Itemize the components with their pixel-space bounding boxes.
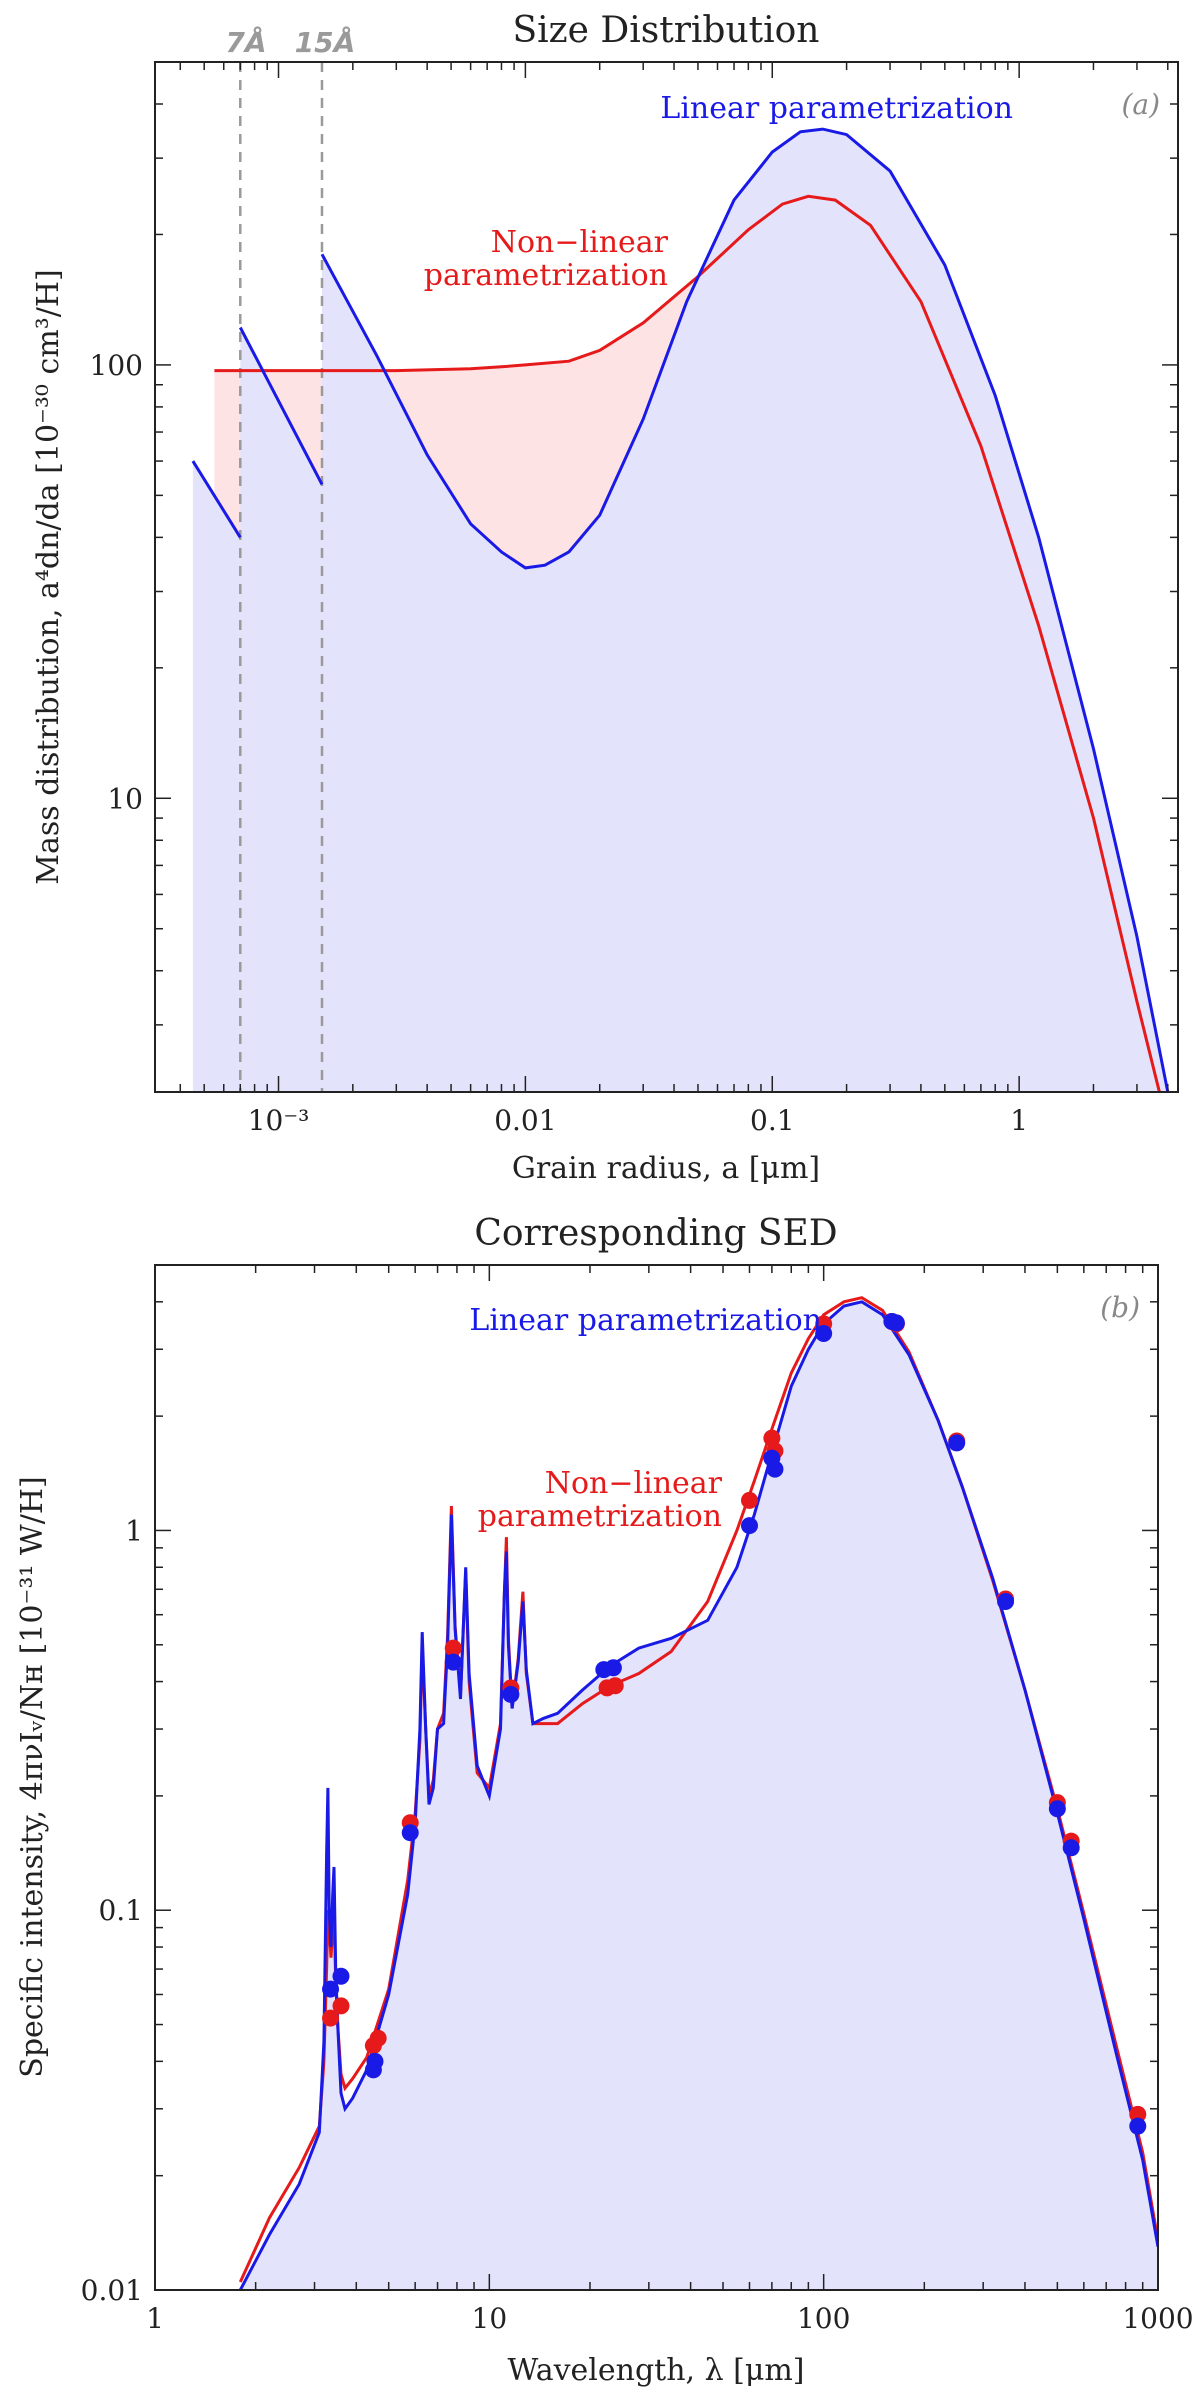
nonlinear-data-point [332,1997,350,2015]
panel-a-ylabel: Mass distribution, a⁴dn/da [10⁻³⁰ cm³/H] [31,269,66,884]
panel-a-ytick-label: 100 [90,349,143,382]
panel-a-ytick-label: 10 [107,782,143,815]
linear-series-line [191,460,242,539]
linear-data-point [604,1659,622,1677]
linear-data-point [766,1460,784,1478]
linear-fill-area [322,129,1168,1092]
panel-a-fills [192,129,1168,1092]
linear-data-point [366,2052,384,2070]
panel-b-ylabel: Specific intensity, 4πνIᵥ/Nʜ [10⁻³¹ W/H] [15,1476,50,2077]
linear-data-point [401,1824,419,1842]
sed-fill-area [240,1301,1158,2290]
panel-b-sed: 1 10 100 1000 0.01 0.1 1 Corresponding SED Wav… [15,1213,1194,2388]
panel-b-frame [154,1264,1159,2291]
panel-b-ytick-label: 0.01 [81,2274,143,2307]
panel-a-vertical-markers [239,62,324,1092]
linear-data-point [887,1314,905,1332]
linear-data-point [332,1967,350,1985]
panel-a-xtick-label: 1 [1010,1104,1028,1137]
linear-data-point [815,1325,833,1343]
panel-b-linear-label: Linear parametrization [469,1303,822,1338]
panel-a-nonlinear-label-line2: parametrization [424,258,668,293]
panel-b-nonlinear-label-line1: Non−linear [545,1466,723,1501]
panel-a-nonlinear-label-line1: Non−linear [491,225,669,260]
nonlinear-data-point [444,1639,462,1657]
nonlinear-data-point [369,2029,387,2047]
sed-linear-line [238,1300,1158,2290]
panel-b-xtick-label: 100 [797,2302,850,2335]
linear-data-point [444,1653,462,1671]
panel-a-xtick-label: 0.1 [750,1104,795,1137]
panel-a-lines [191,127,1170,1092]
panel-b-xtick-label: 1000 [1122,2302,1193,2335]
panel-a-ticks: 10⁻³ 0.01 0.1 1 10 100 [90,61,1178,1137]
panel-b-fills [240,1301,1158,2290]
linear-data-point [740,1517,758,1535]
nonlinear-data-point [1129,2105,1147,2123]
linear-data-point [948,1434,966,1452]
panel-a-frame [154,61,1179,1093]
linear-data-point [502,1685,520,1703]
panel-b-ytick-label: 1 [125,1514,143,1547]
linear-data-point [1062,1839,1080,1857]
linear-fill-area [240,327,322,1092]
panel-b-xtick-label: 1 [146,2302,164,2335]
panel-a-xtick-label: 10⁻³ [248,1104,310,1137]
nonlinear-data-point [606,1677,624,1695]
marker-label-15A: 15Å [295,25,356,59]
panel-b-xtick-label: 10 [472,2302,508,2335]
panel-a-xlabel: Grain radius, a [μm] [512,1151,820,1186]
linear-data-point [997,1593,1015,1611]
panel-a-linear-label: Linear parametrization [660,91,1013,126]
nonlinear-data-point [322,2009,340,2027]
linear-data-point [1048,1800,1066,1818]
panel-b-nonlinear-label-line2: parametrization [478,1499,722,1534]
panel-b-ytick-label: 0.1 [98,1894,143,1927]
linear-data-point [1129,2117,1147,2135]
linear-series-line [320,127,1170,1092]
nonlinear-data-point [740,1491,758,1509]
panel-a-size-distribution: 10⁻³ 0.01 0.1 1 10 100 Size Distribution Grai… [31,10,1179,1186]
panel-a-label: (a) [1121,88,1160,121]
linear-fill-area [192,461,241,1092]
panel-b-xlabel: Wavelength, λ [μm] [507,2353,804,2388]
panel-a-title: Size Distribution [512,10,819,51]
panel-a-xtick-label: 0.01 [494,1104,556,1137]
marker-label-7A: 7Å [225,25,266,59]
panel-b-label: (b) [1100,1291,1140,1324]
linear-data-point [322,1980,340,1998]
nonlinear-series-line [214,194,1161,1092]
panel-b-title: Corresponding SED [474,1213,837,1254]
panel-b-ticks: 1 10 100 1000 0.01 0.1 1 [81,1264,1194,2335]
linear-series-line [238,326,324,486]
nonlinear-data-point [763,1429,781,1447]
panel-b-points [322,1312,1147,2135]
